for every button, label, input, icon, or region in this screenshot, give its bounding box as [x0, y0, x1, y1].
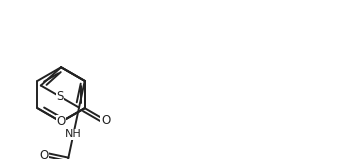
Text: O: O	[101, 114, 110, 127]
Text: S: S	[56, 90, 64, 103]
Text: O: O	[57, 115, 66, 128]
Text: NH: NH	[65, 129, 82, 139]
Text: O: O	[39, 149, 48, 162]
